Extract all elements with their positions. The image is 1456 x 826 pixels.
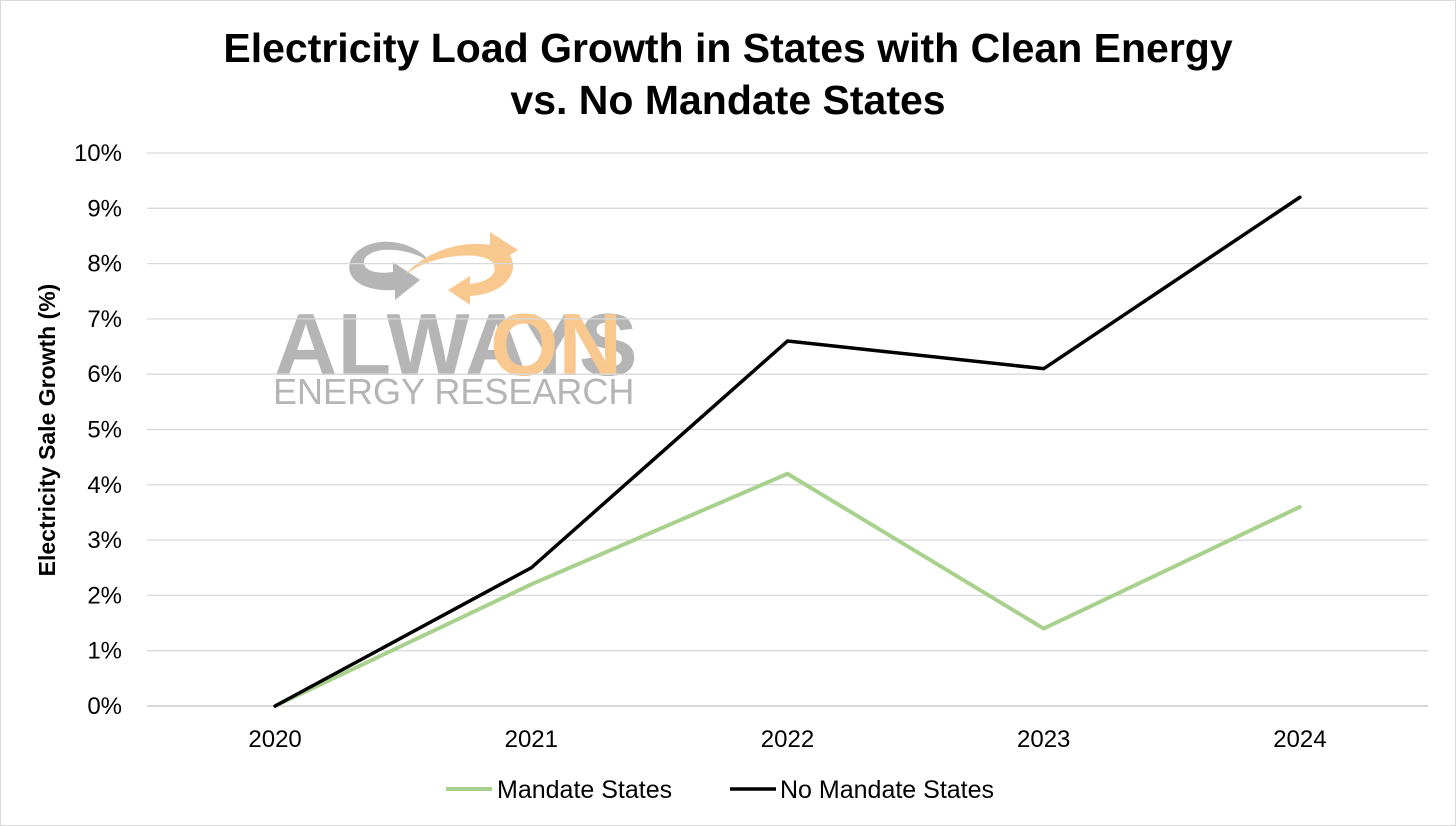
watermark-word-on: ON xyxy=(490,295,622,394)
legend-label: No Mandate States xyxy=(780,776,994,804)
y-tick-label: 7% xyxy=(87,306,122,333)
x-tick-labels: 2020 2021 2022 2023 2024 xyxy=(248,726,1326,753)
y-tick-label: 10% xyxy=(74,140,122,167)
gridlines xyxy=(147,152,1428,707)
chart-title-line-2: vs. No Mandate States xyxy=(510,77,946,123)
chart-title-line-1: Electricity Load Growth in States with C… xyxy=(223,25,1233,71)
y-tick-label: 4% xyxy=(87,472,122,499)
y-tick-labels: 0% 1% 2% 3% 4% 5% 6% 7% 8% 9% 10% xyxy=(74,140,122,720)
watermark-gray-arrow-icon xyxy=(349,241,430,300)
y-tick-label: 5% xyxy=(87,417,122,444)
watermark-word-always: ALWAYS xyxy=(274,295,638,394)
x-tick-label: 2022 xyxy=(761,726,814,753)
y-tick-label: 0% xyxy=(87,693,122,720)
watermark-subtitle: ENERGY RESEARCH xyxy=(273,371,634,412)
series-line-no-mandate-states xyxy=(273,195,1302,708)
x-tick-label: 2021 xyxy=(505,726,558,753)
legend-label: Mandate States xyxy=(497,776,672,804)
legend: Mandate States No Mandate States xyxy=(446,776,994,804)
x-tick-label: 2024 xyxy=(1273,726,1326,753)
series-line-mandate-states xyxy=(273,471,1302,708)
y-tick-label: 3% xyxy=(87,527,122,554)
watermark-logo: ALWAYS ON ENERGY RESEARCH xyxy=(273,232,638,412)
y-tick-label: 9% xyxy=(87,195,122,222)
series-lines xyxy=(273,195,1302,708)
y-tick-label: 6% xyxy=(87,361,122,388)
x-tick-label: 2020 xyxy=(248,726,301,753)
y-tick-label: 2% xyxy=(87,582,122,609)
y-axis-label: Electricity Sale Growth (%) xyxy=(34,284,60,577)
y-tick-label: 8% xyxy=(87,251,122,278)
watermark-orange-arrow-icon xyxy=(405,232,518,305)
y-tick-label: 1% xyxy=(87,638,122,665)
x-tick-label: 2023 xyxy=(1017,726,1070,753)
